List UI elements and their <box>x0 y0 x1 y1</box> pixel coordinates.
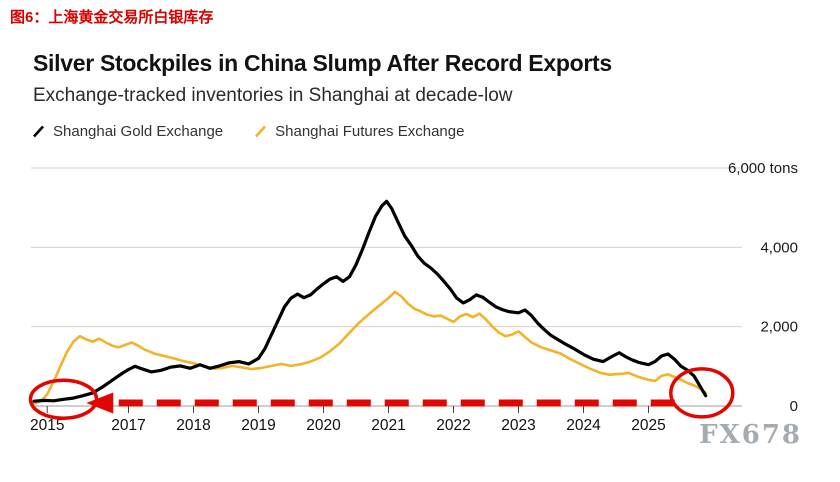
svg-text:0: 0 <box>790 398 798 415</box>
svg-text:2021: 2021 <box>371 417 405 434</box>
svg-text:2022: 2022 <box>436 417 470 434</box>
watermark-fx678: FX678 <box>699 420 802 450</box>
legend-label: Shanghai Gold Exchange <box>53 123 224 140</box>
svg-text:2,000: 2,000 <box>760 319 798 336</box>
legend-slash-icon-gold-exchange <box>33 125 44 138</box>
red-annotations <box>28 367 735 421</box>
svg-text:4,000: 4,000 <box>760 239 798 256</box>
svg-text:2023: 2023 <box>501 417 535 434</box>
legend-slash-icon-futures-exchange <box>255 125 267 138</box>
highlight-circle <box>669 367 735 419</box>
svg-text:2024: 2024 <box>566 417 601 434</box>
legend-item-shanghai-futures-exchange: Shanghai Futures Exchange <box>253 123 464 140</box>
svg-text:2015: 2015 <box>30 417 64 434</box>
inventory-line-chart: 0 2,000 4,000 6,000 tons 2015 2017 2018 2019 202… <box>28 160 798 434</box>
figure-caption: 图6：上海黄金交易所白银库存 <box>10 9 214 26</box>
gridlines: 0 2,000 4,000 6,000 tons <box>31 160 798 415</box>
legend-label: Shanghai Futures Exchange <box>275 123 465 140</box>
svg-text:2020: 2020 <box>306 417 341 434</box>
series-line <box>32 290 708 405</box>
chart-subtitle: Exchange-tracked inventories in Shanghai… <box>33 85 513 106</box>
legend-item-shanghai-gold-exchange: Shanghai Gold Exchange <box>31 123 223 140</box>
svg-text:6,000 tons: 6,000 tons <box>728 160 798 177</box>
svg-text:2025: 2025 <box>631 417 665 434</box>
arrowhead-left-icon <box>86 392 114 414</box>
svg-text:2018: 2018 <box>176 417 210 434</box>
chart-legend: Shanghai Gold Exchange Shanghai Futures … <box>31 123 464 140</box>
chart-title: Silver Stockpiles in China Slump After R… <box>33 50 612 76</box>
svg-text:2019: 2019 <box>241 417 275 434</box>
series-line <box>32 199 708 403</box>
x-axis: 2015 2017 2018 2019 2020 2021 2022 2023 2024 2025 <box>30 406 666 434</box>
svg-text:2017: 2017 <box>111 417 145 434</box>
